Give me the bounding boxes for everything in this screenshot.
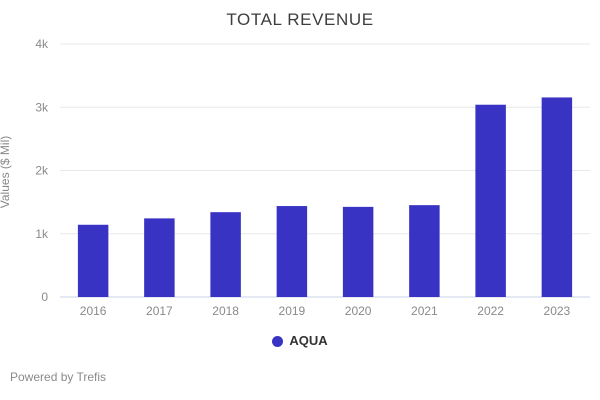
svg-text:4k: 4k: [35, 37, 49, 51]
svg-text:2017: 2017: [146, 304, 173, 318]
svg-text:2021: 2021: [411, 304, 438, 318]
svg-text:2022: 2022: [477, 304, 504, 318]
svg-text:2k: 2k: [35, 164, 49, 178]
svg-text:2023: 2023: [544, 304, 571, 318]
svg-text:1k: 1k: [35, 227, 49, 241]
svg-text:2020: 2020: [345, 304, 372, 318]
svg-text:2019: 2019: [279, 304, 306, 318]
svg-text:3k: 3k: [35, 100, 49, 114]
svg-text:0: 0: [41, 290, 48, 304]
svg-text:2018: 2018: [212, 304, 239, 318]
svg-text:2016: 2016: [80, 304, 107, 318]
